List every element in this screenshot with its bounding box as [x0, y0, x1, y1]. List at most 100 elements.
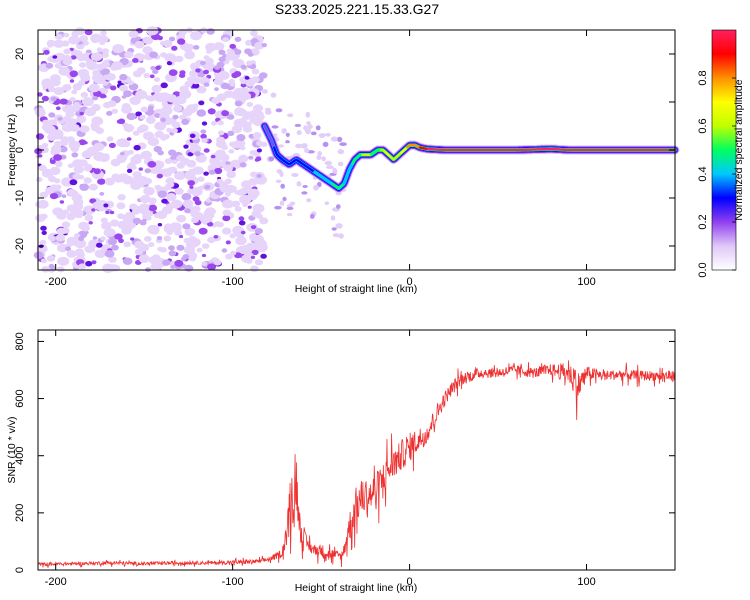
- spectrogram-noise-blob: [156, 236, 163, 241]
- spectrogram-noise-blob: [54, 33, 63, 40]
- spectrogram-noise-blob: [124, 51, 134, 59]
- spectrogram-noise-blob: [86, 150, 93, 155]
- spectrogram-noise-blob: [275, 108, 283, 113]
- figure-title: S233.2025.221.15.33.G27: [275, 1, 439, 17]
- spectrogram-noise-blob: [239, 157, 246, 162]
- spectrogram-noise-blob: [161, 198, 168, 204]
- spectrogram-noise-blob: [234, 49, 242, 55]
- spectrogram-noise-blob: [247, 192, 258, 201]
- spectrogram-noise-blob: [242, 125, 253, 133]
- spectrogram-noise-blob: [196, 109, 207, 117]
- spectrogram-noise-blob: [225, 253, 233, 260]
- spectrogram-noise-blob: [144, 168, 152, 174]
- spectrogram-noise-blob: [40, 258, 48, 264]
- spectrogram-noise-blob: [181, 118, 190, 125]
- spectrogram-noise-blob: [184, 264, 194, 272]
- spectrogram-noise-blob: [110, 158, 121, 167]
- spectrogram-noise-blob: [337, 161, 344, 167]
- spectrogram-noise-blob: [122, 257, 133, 265]
- spectrogram-noise-blob: [161, 206, 173, 215]
- spectrogram-noise-blob: [107, 100, 117, 108]
- spectrogram-noise-blob: [171, 121, 181, 129]
- spectrogram-noise-blob: [229, 159, 243, 169]
- spectrogram-y-label: Frequency (Hz): [6, 114, 18, 186]
- spectrogram-noise-blob: [90, 183, 97, 189]
- spectrogram-noise-blob: [48, 263, 55, 269]
- spectrogram-noise-blob: [53, 39, 65, 48]
- spectrogram-noise-blob: [142, 36, 152, 44]
- spectrogram-noise-blob: [214, 87, 219, 91]
- spectrogram-noise-blob: [84, 107, 97, 117]
- spectrogram-noise-blob: [157, 190, 168, 198]
- spectrogram-noise-blob: [156, 173, 163, 179]
- spectrogram-noise-blob: [256, 213, 263, 219]
- spectrogram-noise-blob: [233, 71, 242, 77]
- spectrogram-noise-blob: [54, 62, 63, 69]
- spectrogram-noise-blob: [153, 213, 161, 218]
- spectrogram-noise-blob: [177, 38, 186, 45]
- spectrogram-noise-blob: [167, 182, 175, 188]
- spectrogram-noise-blob: [160, 117, 167, 123]
- spectrogram-noise-blob: [200, 133, 207, 139]
- spectrogram-noise-blob: [153, 77, 160, 83]
- spectrogram-noise-blob: [157, 96, 165, 103]
- spectrogram-noise-blob: [216, 178, 224, 184]
- spectrogram-noise-blob: [74, 27, 86, 36]
- spectrogram-noise-blob: [227, 130, 235, 136]
- spectrogram-noise-blob: [160, 52, 168, 58]
- spectrogram-noise-blob: [229, 233, 236, 239]
- spectrogram-noise-blob: [219, 184, 231, 193]
- spectrogram-noise-blob: [61, 40, 70, 47]
- spectrogram-noise-blob: [76, 159, 83, 164]
- spectrogram-noise-blob: [326, 165, 334, 170]
- spectrogram-noise-blob: [139, 114, 146, 120]
- spectrogram-noise-blob: [142, 46, 153, 55]
- spectrogram-noise-blob: [246, 60, 253, 66]
- spectrogram-noise-blob: [281, 128, 287, 134]
- spectrogram-noise-blob: [110, 85, 117, 91]
- spectrogram-noise-blob: [338, 233, 344, 239]
- spectrogram-noise-blob: [301, 143, 308, 149]
- spectrogram-noise-blob: [305, 111, 311, 118]
- spectrogram-noise-blob: [76, 115, 87, 124]
- spectrogram-noise-blob: [325, 132, 331, 137]
- spectrogram-noise-blob: [35, 214, 46, 223]
- spectrogram-noise-blob: [121, 103, 131, 110]
- spectrogram-noise-blob: [196, 247, 203, 253]
- spectrogram-noise-blob: [103, 203, 109, 208]
- spectrogram-noise-blob: [144, 236, 152, 242]
- spectrogram-noise-blob: [49, 159, 56, 164]
- spectrogram-noise-blob: [43, 49, 50, 55]
- spectrogram-noise-blob: [101, 221, 112, 230]
- spectrogram-noise-blob: [135, 111, 142, 117]
- spectrogram-noise-blob: [203, 55, 210, 60]
- snr-x-axis: -200 -100 0 100: [45, 330, 596, 588]
- spectrogram-noise-blob: [148, 105, 154, 111]
- spectrogram-noise-blob: [168, 250, 177, 257]
- spectrogram-noise-blob: [206, 49, 212, 54]
- spectrogram-noise-blob: [218, 49, 226, 55]
- spectrogram-noise-blob: [319, 135, 325, 138]
- spectrogram-noise-blob: [76, 251, 85, 259]
- spectrogram-noise-blob: [63, 32, 70, 38]
- spectrogram-noise-blob: [68, 35, 80, 45]
- spectrogram-noise-blob: [229, 82, 236, 87]
- snr-x-tick-label: -200: [45, 576, 67, 588]
- spectrogram-noise-blob: [187, 152, 194, 157]
- spectrogram-noise-blob: [240, 82, 247, 88]
- spectrogram-noise-blob: [231, 125, 243, 134]
- spectrogram-noise-blob: [44, 78, 51, 83]
- spectrogram-noise-blob: [100, 30, 107, 36]
- spectrogram-noise-blob: [33, 251, 44, 259]
- spectrogram-noise-blob: [214, 65, 221, 70]
- spectrogram-noise-blob: [62, 57, 73, 66]
- spectrogram-noise-blob: [213, 235, 219, 239]
- spectrogram-noise-blob: [181, 256, 187, 261]
- spectrogram-noise-blob: [191, 217, 199, 224]
- spectrogram-noise-blob: [55, 106, 61, 111]
- spectrogram-noise-blob: [39, 191, 49, 199]
- colorbar-tick-label: 0.0: [697, 262, 709, 277]
- spectrogram-noise-blob: [111, 61, 124, 71]
- spectrogram-noise-blob: [78, 263, 87, 270]
